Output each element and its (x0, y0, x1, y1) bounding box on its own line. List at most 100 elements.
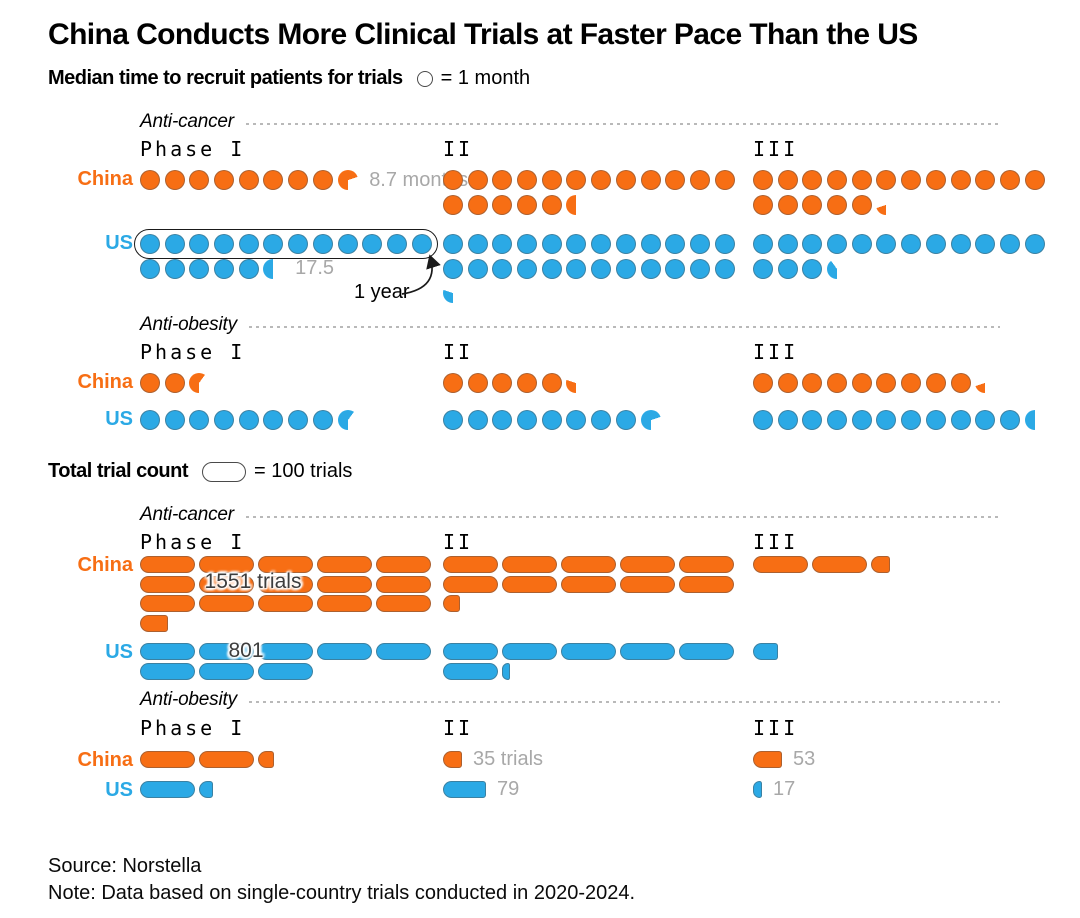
month-circle-symbol (714, 258, 735, 279)
chart-cell (753, 556, 1063, 576)
month-circle-symbol (925, 170, 946, 190)
trials-pill-symbol (376, 643, 431, 660)
symbol-row: 79 (443, 778, 753, 800)
month-circle-symbol (263, 410, 284, 430)
trials-pill-symbol (443, 662, 498, 680)
trials-pill-symbol (258, 556, 313, 573)
dashed-rule (245, 122, 1000, 125)
symbol-row (443, 283, 753, 304)
symbol-row (753, 373, 1063, 393)
symbol-row (140, 614, 450, 632)
month-circle-symbol (753, 410, 773, 430)
month-circle-symbol (827, 194, 848, 215)
trials-pill-symbol (199, 781, 213, 798)
dashed-rule (248, 700, 1000, 703)
country-label: China (77, 749, 133, 771)
trials-pill-symbol (258, 662, 313, 680)
month-circle-symbol (517, 373, 538, 393)
one-month-circle-icon (416, 70, 433, 87)
month-circle-symbol (827, 258, 848, 279)
dashed-rule (245, 515, 1000, 518)
month-circle-symbol (591, 258, 612, 279)
month-circle-symbol (999, 170, 1020, 190)
trials-pill-symbol (140, 751, 195, 768)
month-circle-symbol (591, 410, 612, 430)
month-circle-symbol (615, 258, 636, 279)
phase-label: III (753, 716, 799, 740)
month-circle-symbol (140, 410, 160, 430)
symbol-row (140, 595, 450, 612)
month-circle-symbol (876, 194, 897, 215)
month-circle-symbol (566, 373, 587, 393)
trials-pill-symbol (199, 662, 254, 680)
month-circle-symbol (541, 258, 562, 279)
month-circle-symbol (615, 234, 636, 254)
annotation-text: 1 year (354, 281, 410, 303)
month-circle-symbol (640, 410, 661, 430)
trials-pill-symbol (443, 556, 498, 573)
month-circle-symbol (238, 170, 259, 190)
month-circle-symbol (214, 170, 235, 190)
trials-pill-symbol (753, 751, 782, 768)
month-circle-symbol (386, 234, 407, 254)
chart-cell: 8.7 months (140, 169, 468, 195)
month-circle-symbol (1024, 410, 1045, 430)
phase-label: Phase I (140, 137, 246, 161)
category-heading: Anti-obesity (140, 314, 1000, 336)
month-circle-symbol (238, 234, 259, 254)
month-circle-symbol (164, 258, 185, 279)
phase-label: II (443, 716, 474, 740)
month-circle-symbol (689, 258, 710, 279)
dashed-rule (248, 325, 1000, 328)
chart-cell: 79 (443, 778, 753, 801)
source-line: Source: Norstella (48, 855, 202, 877)
chart-cell: 35 trials (443, 748, 753, 771)
month-circle-symbol (492, 170, 513, 190)
month-circle-symbol (164, 234, 185, 254)
symbol-row (140, 662, 450, 680)
trials-pill-symbol (258, 595, 313, 612)
month-circle-symbol (925, 373, 946, 393)
month-circle-symbol (665, 234, 686, 254)
note-line: Note: Data based on single-country trial… (48, 882, 636, 904)
month-circle-symbol (288, 234, 309, 254)
trials-pill-symbol (443, 643, 498, 660)
trials-pill-symbol (376, 556, 431, 573)
trials-pill-symbol (753, 556, 808, 573)
trials-pill-symbol (258, 751, 274, 768)
symbol-row (140, 643, 450, 660)
chart-cell (753, 234, 1063, 283)
trials-pill-symbol (561, 556, 616, 573)
trials-pill-symbol (140, 781, 195, 798)
trials-pill-symbol (679, 575, 734, 593)
month-circle-symbol (443, 194, 463, 215)
month-circle-symbol (189, 234, 210, 254)
month-circle-symbol (443, 373, 463, 393)
phase-label: III (753, 530, 799, 554)
symbol-row: 35 trials (443, 748, 753, 770)
trials-pill-symbol (620, 575, 675, 593)
month-circle-symbol (312, 234, 333, 254)
median-section-header: Median time to recruit patients for tria… (48, 67, 530, 90)
month-circle-symbol (999, 234, 1020, 254)
month-circle-symbol (467, 373, 488, 393)
month-circle-symbol (517, 234, 538, 254)
country-label: US (105, 641, 133, 663)
month-circle-symbol (467, 258, 488, 279)
month-circle-symbol (777, 170, 798, 190)
month-circle-symbol (443, 283, 463, 304)
trials-pill-symbol (140, 575, 195, 593)
trials-pill-symbol (199, 575, 254, 593)
chart-title: China Conducts More Clinical Trials at F… (48, 18, 918, 51)
month-circle-symbol (492, 234, 513, 254)
month-circle-symbol (189, 410, 210, 430)
value-label: 79 (497, 778, 520, 800)
footer: Source: Norstella Note: Data based on si… (48, 853, 635, 907)
trials-pill-symbol (258, 575, 313, 593)
month-circle-symbol (492, 373, 513, 393)
month-circle-symbol (288, 170, 309, 190)
phase-label: III (753, 340, 799, 364)
month-circle-symbol (337, 234, 358, 254)
phase-label: II (443, 137, 474, 161)
symbol-row (753, 410, 1063, 430)
